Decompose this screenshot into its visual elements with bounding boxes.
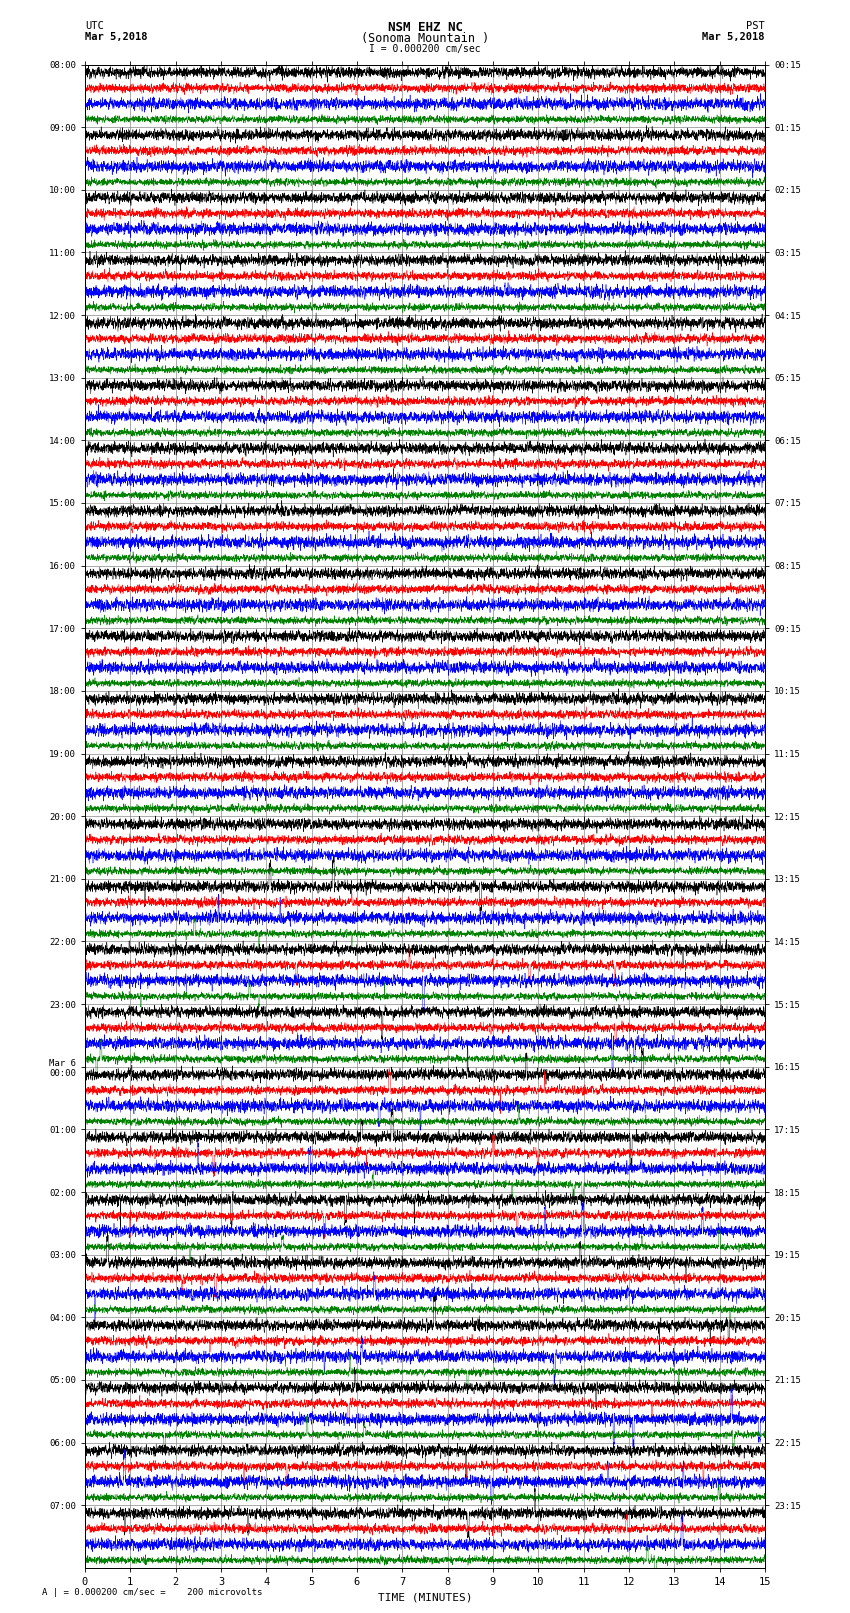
Text: I = 0.000200 cm/sec: I = 0.000200 cm/sec bbox=[369, 44, 481, 53]
Text: A | = 0.000200 cm/sec =    200 microvolts: A | = 0.000200 cm/sec = 200 microvolts bbox=[42, 1587, 263, 1597]
Text: NSM EHZ NC: NSM EHZ NC bbox=[388, 21, 462, 34]
Text: Mar 5,2018: Mar 5,2018 bbox=[702, 32, 765, 42]
Text: (Sonoma Mountain ): (Sonoma Mountain ) bbox=[361, 32, 489, 45]
X-axis label: TIME (MINUTES): TIME (MINUTES) bbox=[377, 1592, 473, 1602]
Text: UTC: UTC bbox=[85, 21, 104, 31]
Text: Mar 5,2018: Mar 5,2018 bbox=[85, 32, 148, 42]
Text: PST: PST bbox=[746, 21, 765, 31]
